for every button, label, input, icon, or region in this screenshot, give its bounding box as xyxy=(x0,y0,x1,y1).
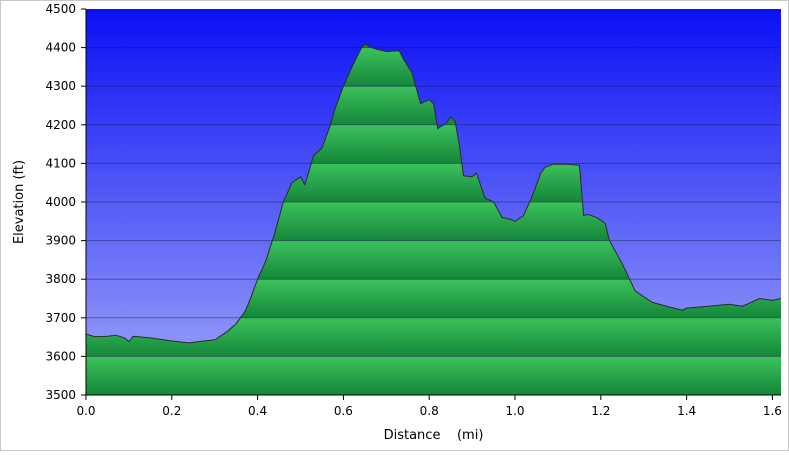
x-tick-label: 0.2 xyxy=(162,404,181,418)
y-tick-label: 3800 xyxy=(45,272,76,286)
area-fill-band xyxy=(283,163,583,202)
area-fill-band xyxy=(257,240,630,280)
y-tick-label: 4500 xyxy=(45,2,76,16)
y-axis-title: Elevation (ft) xyxy=(12,160,27,244)
area-fill-band xyxy=(311,124,462,164)
area-fill-bands xyxy=(86,43,781,395)
area-fill-band xyxy=(86,317,781,357)
y-tick-label: 3900 xyxy=(45,234,76,248)
x-tick-label: 1.0 xyxy=(505,404,524,418)
x-tick-label: 0.4 xyxy=(248,404,267,418)
y-tick-label: 4200 xyxy=(45,118,76,132)
y-tick-label: 4100 xyxy=(45,156,76,170)
y-tick-label: 4300 xyxy=(45,79,76,93)
x-tick-label: 1.6 xyxy=(763,404,782,418)
x-tick-label: 0.8 xyxy=(420,404,439,418)
area-fill-band xyxy=(240,279,781,318)
y-tick-label: 4400 xyxy=(45,41,76,55)
x-tick-label: 0.0 xyxy=(76,404,95,418)
y-tick-label: 3600 xyxy=(45,349,76,363)
y-tick-label: 4000 xyxy=(45,195,76,209)
elevation-line xyxy=(85,43,782,344)
area-fill-band xyxy=(272,202,610,241)
area-fill-band xyxy=(86,356,781,395)
y-tick-label: 3700 xyxy=(45,311,76,325)
y-axis-ticks: 3500 3600 3700 3800 3900 4000 4100 4200 4300 4400… xyxy=(45,2,86,402)
area-fill-band xyxy=(343,47,416,87)
grid-lines xyxy=(86,47,781,357)
area-fill-band xyxy=(330,86,456,125)
x-tick-label: 1.2 xyxy=(591,404,610,418)
x-tick-label: 1.4 xyxy=(677,404,696,418)
x-axis-ticks: 0.0 0.2 0.4 0.6 0.8 1.0 1.2 1.4 1.6 xyxy=(76,395,782,418)
y-tick-label: 3500 xyxy=(45,388,76,402)
x-tick-label: 0.6 xyxy=(334,404,353,418)
x-axis-title: Distance (mi) xyxy=(384,428,484,443)
